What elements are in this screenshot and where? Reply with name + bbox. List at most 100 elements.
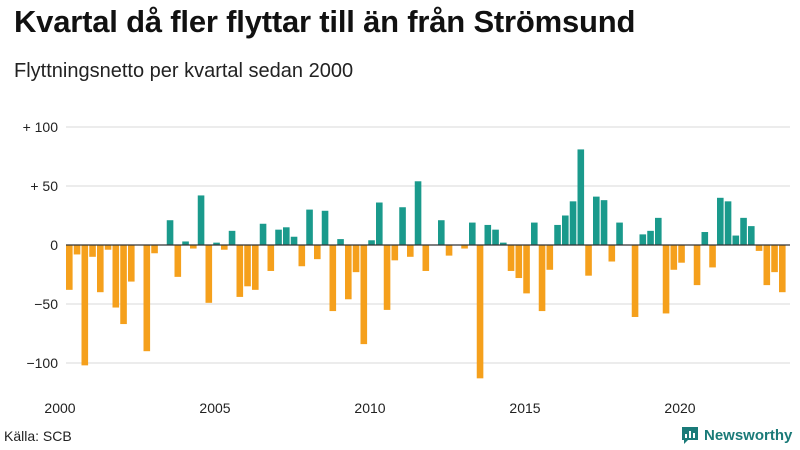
bar (608, 245, 616, 262)
bar (469, 222, 476, 245)
y-tick-label: −100 (26, 355, 58, 371)
bar (259, 223, 267, 245)
bar (81, 245, 89, 366)
bar (414, 181, 422, 245)
bar (267, 245, 275, 271)
x-tick-label: 2020 (664, 400, 695, 416)
bar (461, 245, 468, 249)
x-tick-label: 2000 (44, 400, 75, 416)
bar (205, 245, 213, 303)
bar (275, 229, 282, 245)
bar (600, 200, 608, 245)
bar (399, 207, 406, 245)
bar (120, 245, 127, 325)
bar (445, 245, 453, 256)
bar (639, 234, 647, 245)
bar (476, 245, 484, 379)
brand-name: Newsworthy (704, 426, 793, 444)
bar (531, 222, 538, 245)
bar (360, 245, 368, 345)
bar (352, 245, 360, 273)
bar (717, 197, 724, 245)
bar (492, 229, 499, 245)
bar (329, 245, 337, 312)
bar (128, 245, 135, 282)
chart-title: Kvartal då fler flyttar till än från Str… (14, 4, 636, 39)
bar (438, 220, 445, 245)
bar (391, 245, 399, 261)
y-tick-label: + 100 (23, 119, 59, 135)
bar (655, 217, 662, 245)
bar (523, 245, 530, 294)
bar (252, 245, 259, 290)
bar (647, 230, 654, 245)
bar (337, 239, 344, 245)
x-tick-label: 2005 (199, 400, 230, 416)
bar (507, 245, 515, 271)
chart-bubble-icon (682, 427, 698, 444)
bar (740, 217, 747, 245)
bar (174, 245, 182, 277)
bar (73, 245, 81, 255)
bar (345, 245, 352, 300)
bar (190, 245, 197, 249)
bar (678, 245, 685, 263)
bar (104, 245, 112, 250)
bar (538, 245, 546, 312)
bar (732, 235, 740, 245)
bar (89, 245, 96, 257)
x-tick-label: 2010 (354, 400, 385, 416)
bar (383, 245, 391, 310)
bar (662, 245, 670, 314)
bar (368, 240, 375, 245)
bar (577, 149, 585, 245)
bar (306, 209, 313, 245)
bar (779, 245, 786, 293)
bar (515, 245, 523, 279)
bar (290, 236, 298, 245)
bar (593, 196, 600, 245)
bar (755, 245, 763, 251)
bar (236, 245, 244, 297)
bar (314, 245, 321, 260)
bar (709, 245, 716, 268)
bar (298, 245, 306, 267)
y-axis-ticks: + 100 + 50 0 −50 −100 (23, 119, 59, 371)
bar (151, 245, 158, 254)
x-axis-ticks: 2000 2005 2010 2015 2020 (44, 400, 695, 416)
bar (763, 245, 771, 286)
bar (562, 215, 569, 245)
bar (569, 201, 577, 245)
bar (748, 226, 755, 245)
y-tick-label: 0 (50, 237, 58, 253)
y-tick-label: −50 (34, 296, 58, 312)
bar (616, 222, 623, 245)
bar (376, 202, 383, 245)
bar (143, 245, 151, 352)
x-tick-label: 2015 (509, 400, 540, 416)
bar (407, 245, 414, 257)
bar (670, 245, 678, 270)
bar (585, 245, 592, 276)
bar (321, 210, 329, 245)
bar (546, 245, 554, 270)
bar (182, 241, 189, 245)
bar (283, 227, 290, 245)
bar (112, 245, 120, 308)
brand-logo[interactable]: Newsworthy (680, 425, 792, 445)
bar (213, 242, 220, 245)
y-tick-label: + 50 (30, 178, 58, 194)
bar (197, 195, 205, 245)
bar (724, 201, 732, 245)
bar (701, 232, 709, 245)
bar (97, 245, 104, 293)
bar (228, 230, 236, 245)
bar (66, 245, 73, 290)
bar (166, 220, 174, 245)
bar (631, 245, 639, 317)
bar (500, 242, 507, 245)
bars (66, 149, 786, 379)
source-note: Källa: SCB (4, 428, 72, 444)
bar (244, 245, 251, 287)
